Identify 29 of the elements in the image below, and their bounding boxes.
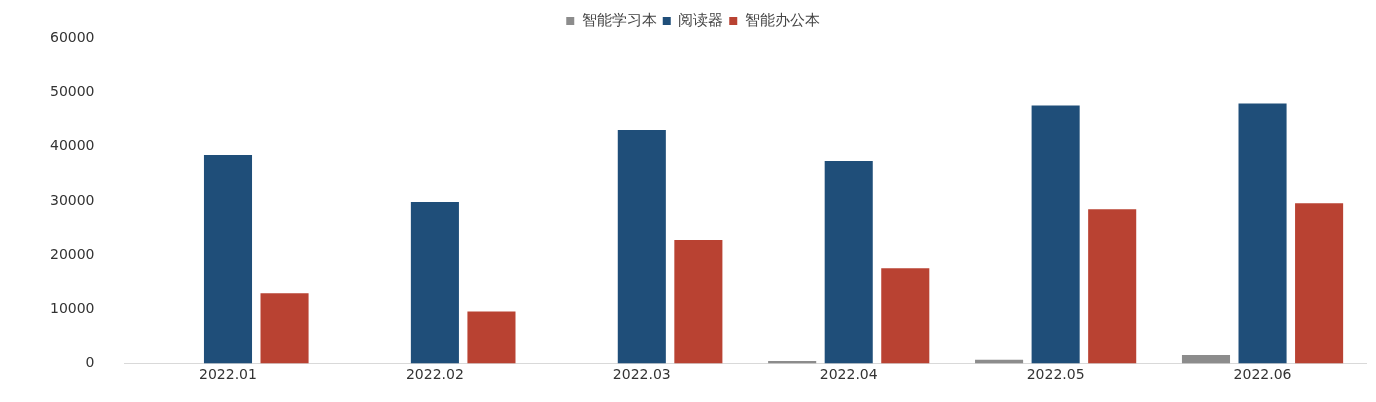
bar: [1295, 203, 1344, 364]
y-tick-label: 20000: [49, 245, 95, 262]
bar: [1088, 209, 1137, 364]
y-tick-label: 40000: [49, 137, 95, 154]
legend-label: 阅读器: [678, 10, 724, 29]
x-tick-label: 2022.01: [199, 365, 257, 382]
y-tick-label: 50000: [49, 83, 95, 100]
bar: [1031, 105, 1080, 364]
bar: [1238, 103, 1287, 364]
x-tick-label: 2022.05: [1026, 365, 1085, 382]
legend-label: 智能学习本: [581, 10, 657, 29]
bar: [617, 130, 666, 364]
y-tick-label: 0: [85, 354, 95, 371]
bar: [467, 311, 516, 364]
y-tick-label: 30000: [49, 191, 95, 208]
bar: [674, 240, 723, 364]
x-tick-label: 2022.06: [1233, 365, 1292, 382]
bar: [410, 202, 459, 364]
bar: [881, 268, 930, 364]
legend-label: 智能办公本: [744, 10, 820, 29]
y-tick-label: 60000: [49, 29, 95, 46]
y-tick-label: 10000: [49, 300, 95, 317]
bar: [203, 154, 253, 364]
bar: [260, 293, 309, 364]
x-tick-label: 2022.04: [819, 365, 878, 382]
x-tick-label: 2022.03: [612, 365, 671, 382]
bar: [1181, 354, 1231, 364]
x-tick-label: 2022.02: [405, 365, 464, 382]
bar: [824, 160, 873, 364]
